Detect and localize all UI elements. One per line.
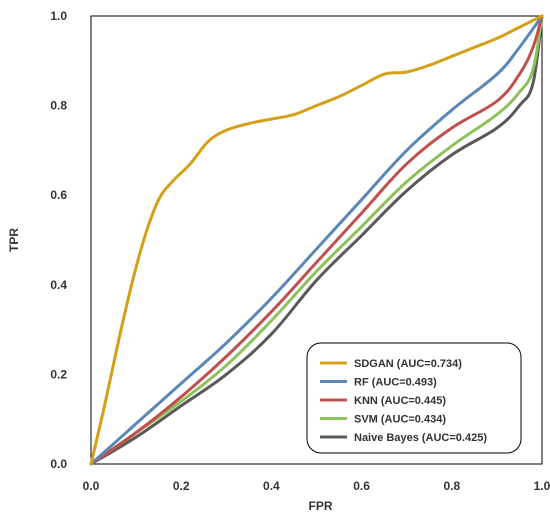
x-tick-label-4: 0.8 [443,479,460,493]
x-axis-label: FPR [309,499,333,513]
x-tick-label-0: 0.0 [83,479,100,493]
series-line-2 [89,14,544,466]
y-tick-label-2: 0.4 [50,278,67,292]
legend-box [306,342,522,454]
y-axis-label: TPR [7,228,21,252]
x-tick-label-2: 0.4 [263,479,280,493]
x-tick-label-5: 1.0 [534,479,550,493]
series-line-3 [89,14,544,466]
legend-label-4: Naive Bayes (AUC=0.425) [354,432,487,444]
plot-area-frame [90,15,543,465]
y-tick-label-5: 1.0 [50,9,67,23]
y-tick-label-4: 0.8 [50,99,67,113]
y-tick-label-1: 0.2 [50,367,67,381]
series-line-1 [89,14,544,466]
legend-label-2: KNN (AUC=0.445) [354,395,446,407]
series-line-0 [89,14,544,466]
legend-label-1: RF (AUC=0.493) [354,377,437,389]
legend-label-3: SVM (AUC=0.434) [354,414,446,426]
x-tick-label-1: 0.2 [173,479,190,493]
series-line-4 [89,14,544,466]
x-tick-label-3: 0.6 [353,479,370,493]
y-tick-label-3: 0.6 [50,188,67,202]
y-tick-label-0: 0.0 [50,457,67,471]
legend-label-0: SDGAN (AUC=0.734) [354,358,462,370]
